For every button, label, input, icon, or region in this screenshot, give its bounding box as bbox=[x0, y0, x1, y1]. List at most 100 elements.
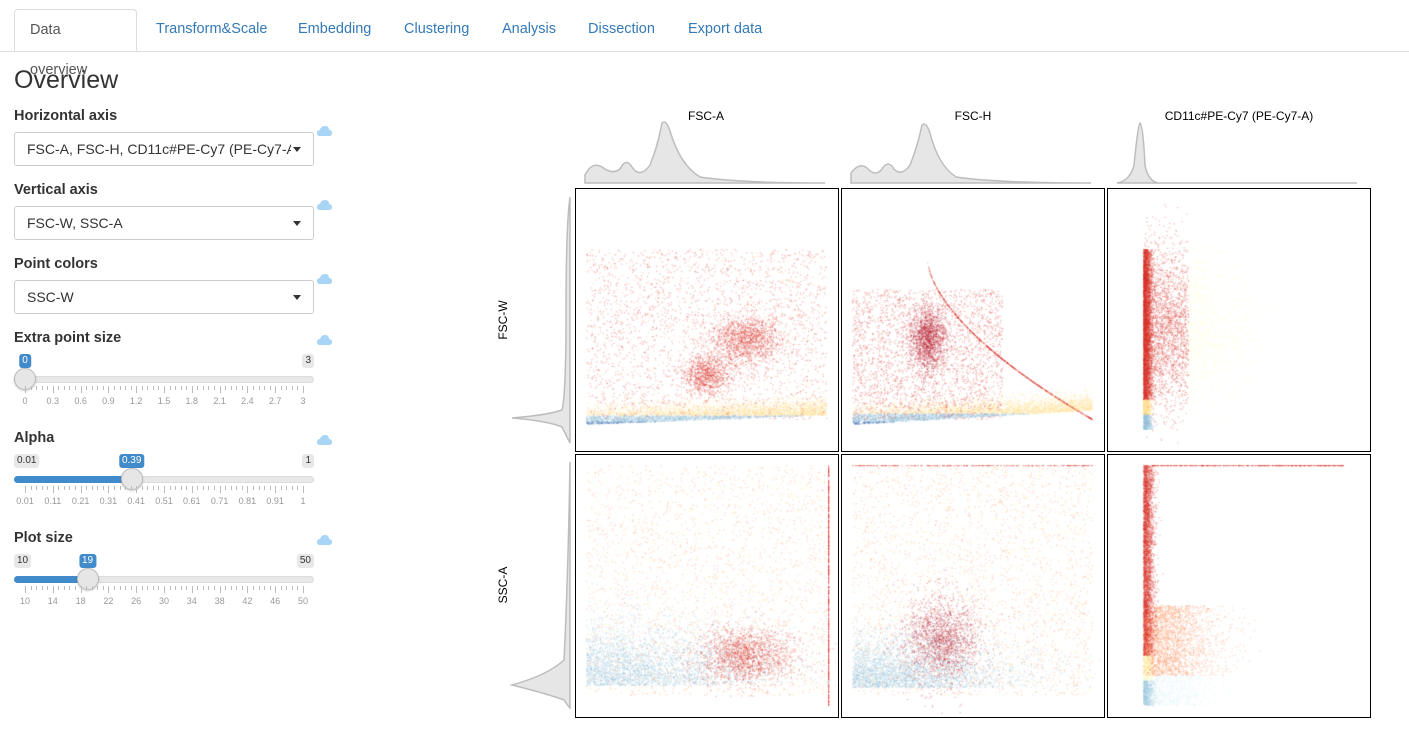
scatter-matrix-plot: FSC-A FSC-H CD11c#PE-Cy7 (PE-Cy7-A) FSC-… bbox=[470, 95, 1390, 735]
alpha-label: Alpha bbox=[14, 430, 55, 446]
density-curve-cd11c bbox=[1116, 122, 1357, 184]
slider-tick-label: 2.7 bbox=[268, 396, 282, 406]
horizontal-axis-select[interactable]: FSC-A, FSC-H, CD11c#PE-Cy7 (PE-Cy7-A) bbox=[14, 132, 314, 166]
help-cloud-icon[interactable] bbox=[317, 434, 332, 446]
slider-tick bbox=[41, 386, 43, 390]
slider-tick bbox=[241, 486, 243, 490]
slider-tick-label: 22 bbox=[103, 596, 114, 606]
slider-tick-label: 46 bbox=[270, 596, 281, 606]
slider-handle[interactable] bbox=[120, 468, 143, 490]
slider-tick bbox=[175, 586, 177, 590]
tab-label: Analysis bbox=[502, 21, 556, 37]
chevron-down-icon bbox=[293, 295, 301, 300]
help-cloud-icon[interactable] bbox=[317, 273, 332, 285]
tab-export-data[interactable]: Export data bbox=[673, 9, 777, 50]
slider-tick bbox=[36, 386, 38, 390]
slider-tick bbox=[175, 386, 177, 390]
slider-max-label: 50 bbox=[296, 554, 314, 568]
help-cloud-icon[interactable] bbox=[317, 334, 332, 346]
select-value: FSC-A, FSC-H, CD11c#PE-Cy7 (PE-Cy7-A) bbox=[27, 141, 291, 157]
slider-tick bbox=[186, 586, 188, 590]
slider-tick bbox=[230, 486, 232, 490]
tab-clustering[interactable]: Clustering bbox=[389, 9, 484, 50]
slider-tick bbox=[158, 486, 160, 490]
slider-tick-label: 0.01 bbox=[16, 496, 34, 506]
slider-tick bbox=[147, 486, 149, 490]
slider-tick bbox=[80, 386, 82, 393]
slider-tick bbox=[47, 486, 49, 490]
slider-tick bbox=[291, 586, 293, 590]
slider-tick bbox=[108, 586, 110, 593]
slider-tick bbox=[25, 486, 26, 493]
slider-tick-label: 1.5 bbox=[157, 396, 171, 406]
slider-tick bbox=[80, 486, 82, 493]
slider-tick bbox=[47, 386, 49, 390]
horizontal-axis-label: Horizontal axis bbox=[14, 108, 118, 124]
slider-tick bbox=[164, 386, 165, 393]
slider-tick bbox=[303, 386, 304, 393]
slider-tick bbox=[169, 386, 171, 390]
slider-handle[interactable] bbox=[76, 568, 99, 590]
slider-tick bbox=[125, 486, 127, 490]
alpha-slider[interactable]: 0.01 1 0.39 0.01 0.11 0.21 0.31 0.41 0.51 0.61… bbox=[14, 454, 314, 516]
slider-tick bbox=[264, 586, 266, 590]
tab-transform-scale[interactable]: Transform&Scale bbox=[141, 9, 282, 50]
scatter-panel-fsc-h-vs-fsc-w bbox=[841, 188, 1105, 452]
slider-tick bbox=[86, 486, 88, 490]
slider-tick bbox=[86, 386, 88, 390]
column-title-fsc-a: FSC-A bbox=[688, 109, 724, 123]
slider-tick bbox=[264, 386, 266, 390]
slider-tick-label: 14 bbox=[47, 596, 58, 606]
scatter-canvas bbox=[1108, 455, 1370, 717]
slider-tick bbox=[164, 586, 165, 593]
slider-tick bbox=[158, 586, 160, 590]
slider-tick bbox=[252, 386, 254, 390]
tab-data-overview[interactable]: Data overview bbox=[14, 9, 137, 78]
slider-tick-label: 2.1 bbox=[213, 396, 226, 406]
tab-label: Dissection bbox=[588, 21, 655, 37]
slider-track[interactable] bbox=[14, 376, 314, 383]
slider-tick bbox=[58, 386, 60, 390]
extra-point-size-slider[interactable]: 3 0 0 0.3 0.6 0.9 1.2 1.5 1.8 2.1 2.4 2.7 3 bbox=[14, 354, 314, 416]
slider-tick-label: 50 bbox=[297, 596, 309, 606]
plot-size-slider[interactable]: 10 50 19 10 14 18 22 26 30 34 38 42 46 50 bbox=[14, 554, 314, 616]
slider-tick bbox=[264, 486, 266, 490]
slider-tick bbox=[297, 586, 299, 590]
slider-tick bbox=[158, 386, 160, 390]
slider-tick bbox=[30, 386, 32, 390]
vertical-axis-select[interactable]: FSC-W, SSC-A bbox=[14, 206, 314, 240]
help-cloud-icon[interactable] bbox=[317, 125, 332, 137]
scatter-panel-fsc-a-vs-ssc-a bbox=[575, 454, 839, 718]
slider-tick bbox=[197, 586, 199, 590]
slider-min-label: 0.01 bbox=[14, 454, 40, 468]
extra-point-size-label: Extra point size bbox=[14, 330, 122, 346]
slider-tick bbox=[247, 386, 249, 393]
slider-tick bbox=[258, 386, 260, 390]
help-cloud-icon[interactable] bbox=[317, 199, 332, 211]
slider-tick bbox=[41, 486, 43, 490]
slider-tick-label: 0.51 bbox=[155, 496, 173, 506]
tab-dissection[interactable]: Dissection bbox=[573, 9, 670, 50]
scatter-canvas bbox=[576, 189, 838, 451]
tab-embedding[interactable]: Embedding bbox=[283, 9, 386, 50]
slider-tick-label: 0.41 bbox=[127, 496, 145, 506]
slider-tick bbox=[208, 486, 210, 490]
slider-tick bbox=[113, 386, 115, 390]
scatter-canvas bbox=[576, 455, 838, 717]
slider-tick bbox=[75, 586, 77, 590]
slider-tick bbox=[141, 486, 143, 490]
slider-tick-label: 0.3 bbox=[46, 396, 60, 406]
help-cloud-icon[interactable] bbox=[317, 534, 332, 546]
point-colors-select[interactable]: SSC-W bbox=[14, 280, 314, 314]
slider-tick bbox=[25, 586, 26, 593]
slider-tick bbox=[75, 486, 77, 490]
slider-tick-label: 1.8 bbox=[185, 396, 199, 406]
tab-analysis[interactable]: Analysis bbox=[487, 9, 571, 50]
slider-tick bbox=[230, 586, 232, 590]
slider-tick bbox=[169, 586, 171, 590]
slider-tick-label: 0.91 bbox=[266, 496, 284, 506]
slider-tick bbox=[125, 386, 127, 390]
slider-ticks bbox=[14, 586, 314, 594]
slider-tick bbox=[52, 586, 54, 593]
slider-tick bbox=[108, 386, 110, 393]
